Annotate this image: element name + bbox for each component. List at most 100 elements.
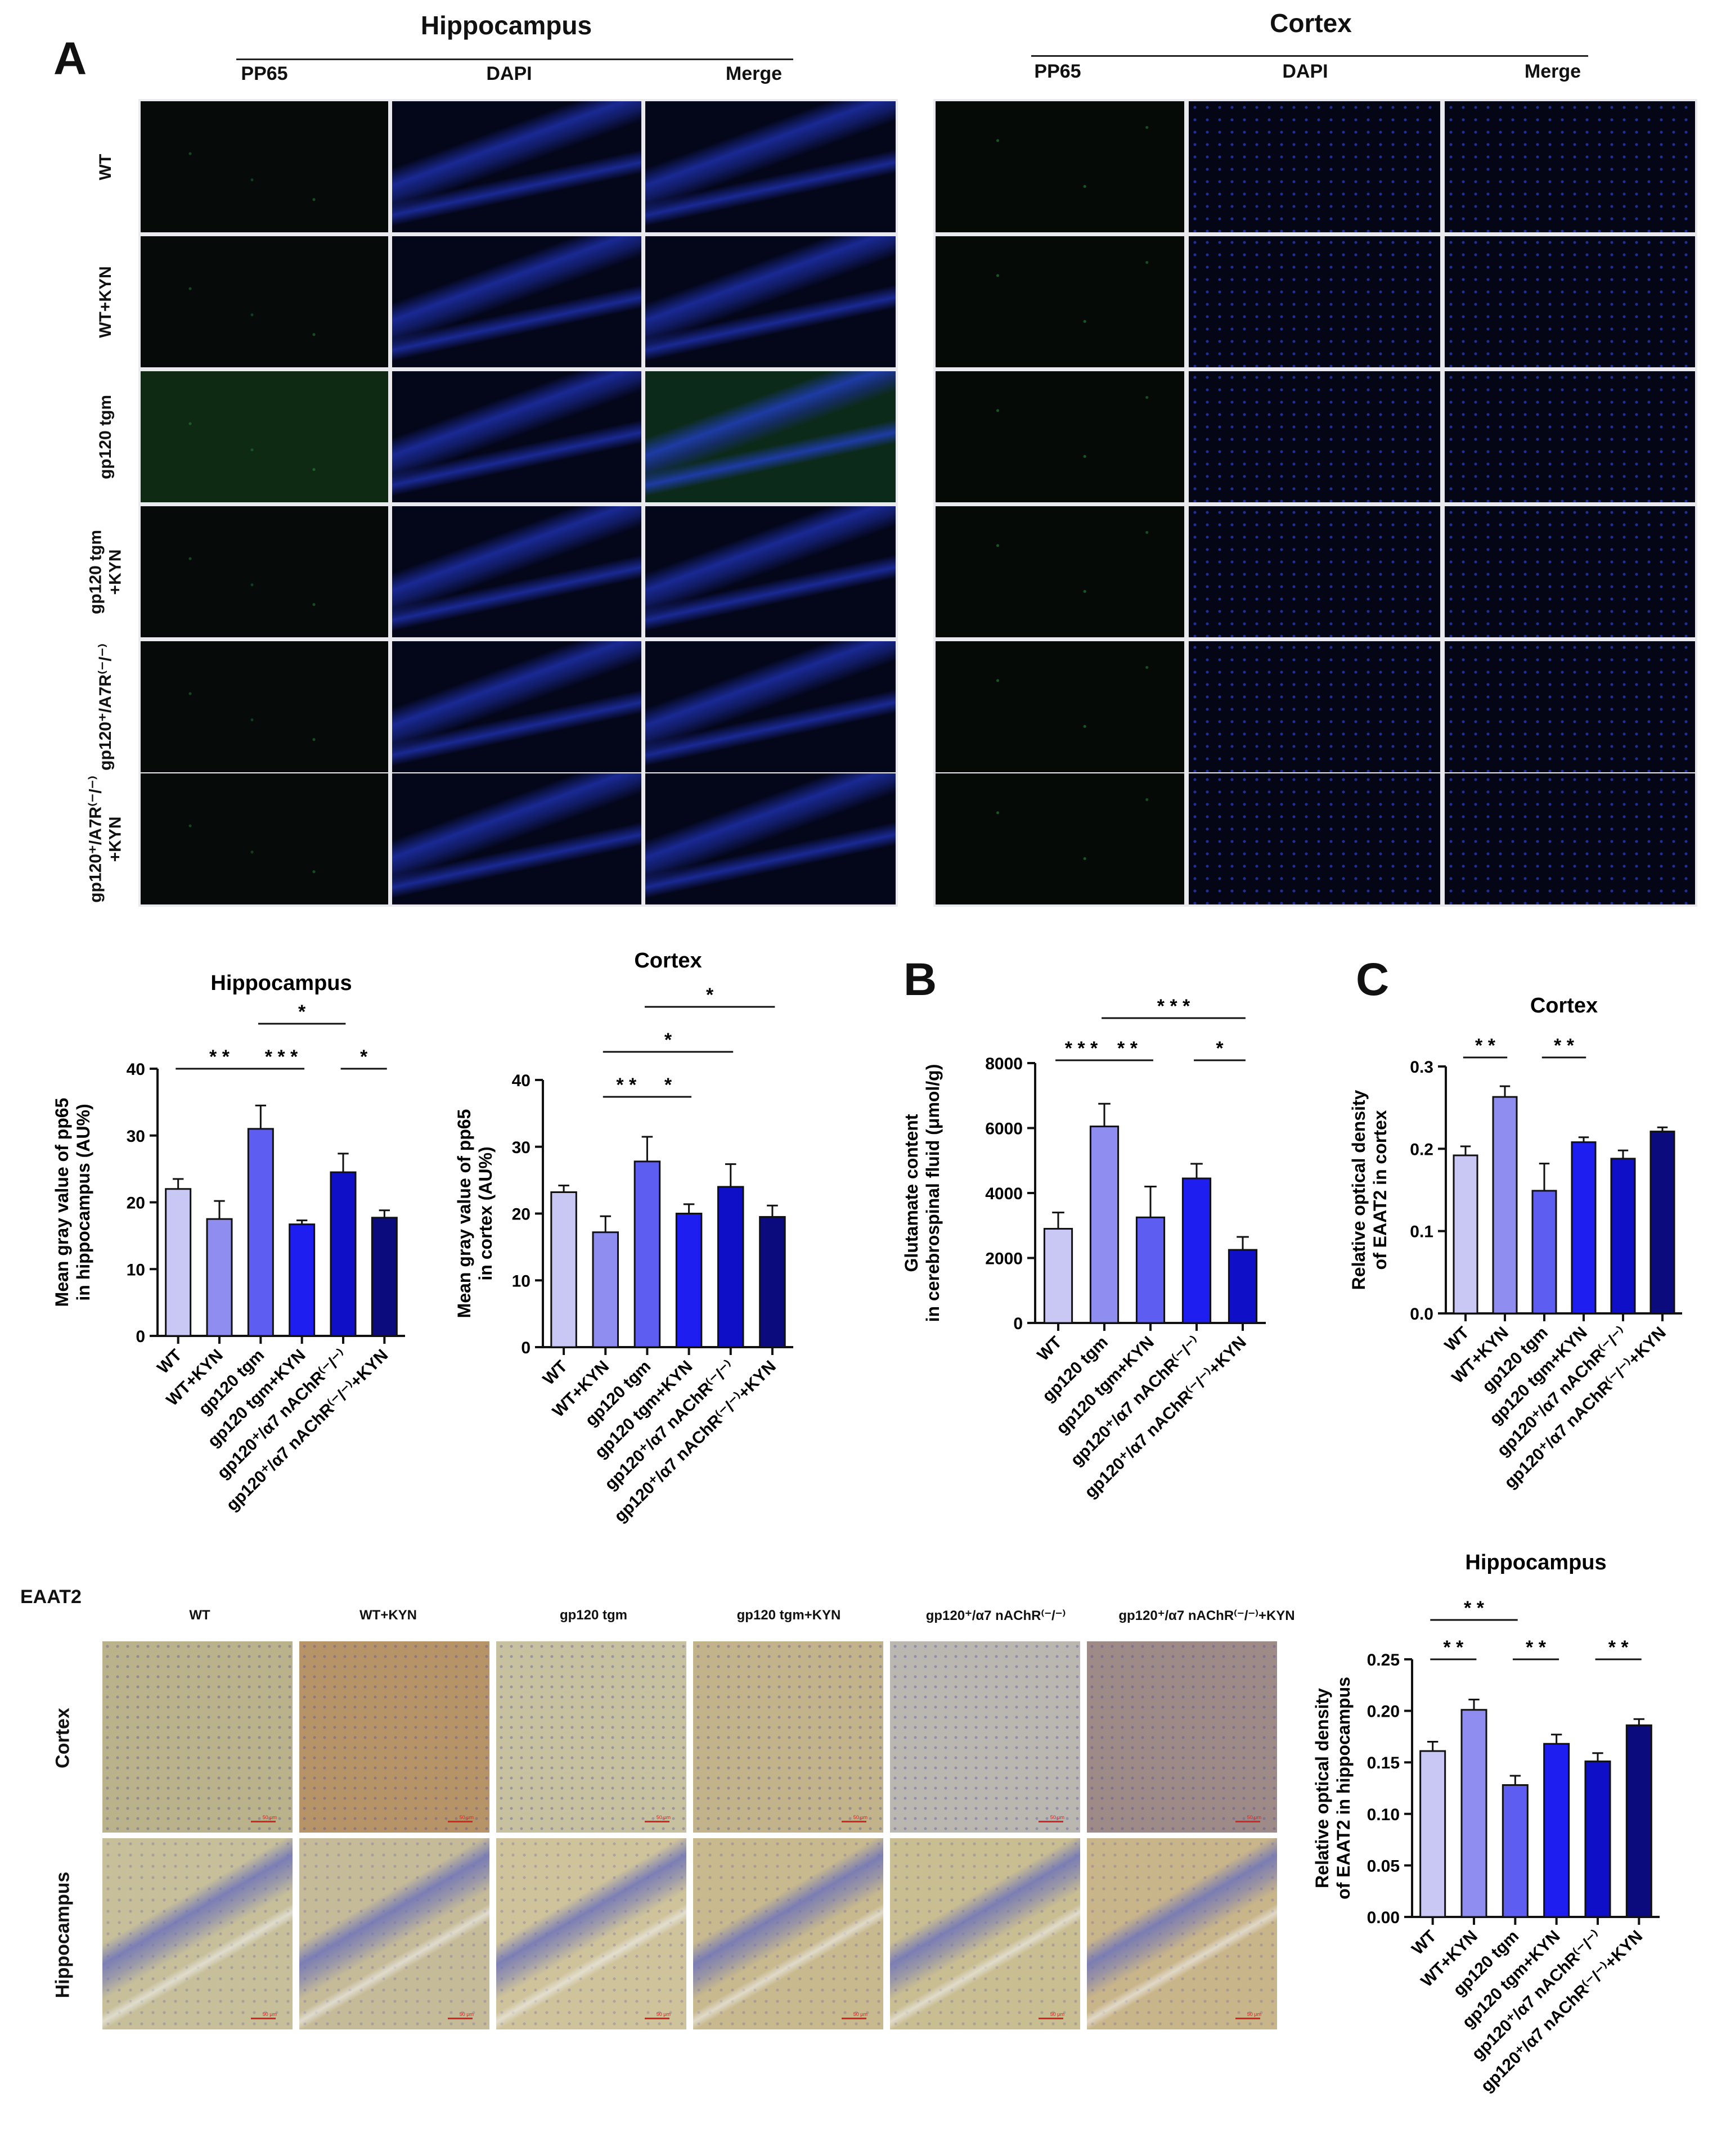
pp65-cortex-ylabel: Mean gray value of pp65 in cortex (AU%)	[454, 1109, 496, 1318]
pp65-cortex-bar-4	[675, 1213, 703, 1348]
scale-bar	[448, 1821, 473, 1822]
ihc-eaat2-label: EAAT2	[20, 1586, 82, 1608]
glutamate-csf-bar-1	[1043, 1228, 1073, 1324]
ihc-tile-cortex-1: 50 μm	[102, 1641, 293, 1833]
pp65-hippocampus-ytick-label: 0	[136, 1327, 145, 1346]
pp65-cortex-sig-label-4: *	[706, 984, 714, 1006]
eaat2-cortex-ytick-label: 0.3	[1410, 1058, 1433, 1077]
hippocampus-if-tile-r3-merge	[645, 371, 896, 502]
pp65-cortex-sig-label-3: *	[664, 1029, 672, 1051]
eaat2-hippocampus-bar-2	[1460, 1709, 1487, 1918]
pp65-hippocampus-title: Hippocampus	[210, 971, 352, 995]
ihc-tile-hippocampus-4: 50 μm	[693, 1838, 883, 2029]
eaat2-cortex-xtick-label-1: WT	[1441, 1324, 1473, 1355]
scale-bar	[842, 2018, 866, 2019]
glutamate-csf-ylabel-line: Glutamate content	[901, 1114, 922, 1272]
eaat2-hippocampus-sig-label-4: * *	[1464, 1597, 1485, 1619]
if-row-label-2: WT+KYN	[96, 265, 115, 338]
cortex-if-tile-r4-dapi	[1189, 506, 1440, 637]
eaat2-cortex-bar-5	[1610, 1158, 1636, 1315]
cortex-col-head-pp65: PP65	[1034, 61, 1081, 82]
glutamate-csf-ylabel: Glutamate content in cerebrospinal fluid …	[901, 1064, 943, 1322]
pp65-cortex-chart: Cortex Mean gray value of pp65 in cortex (…	[454, 949, 793, 1526]
eaat2-cortex-ytick-label: 0.2	[1410, 1140, 1433, 1159]
eaat2-hippocampus-ytick-label: 0.00	[1367, 1909, 1400, 1927]
eaat2-hippocampus-xtick-label-1: WT	[1408, 1927, 1440, 1959]
eaat2-hippocampus-bar-6	[1625, 1724, 1652, 1918]
pp65-cortex-ylabel-line: Mean gray value of pp65	[454, 1109, 474, 1318]
pp65-hippocampus-ylabel-line: Mean gray value of pp65	[52, 1098, 72, 1307]
pp65-cortex-ylabel-line: in cortex (AU%)	[475, 1146, 496, 1280]
cortex-section-title: Cortex	[1270, 8, 1352, 38]
hippocampus-col-head-pp65: PP65	[241, 63, 288, 84]
pp65-cortex-bar-6	[759, 1216, 786, 1348]
hippocampus-if-tile-r1-pp65	[141, 101, 388, 232]
hippocampus-if-tile-r5-dapi	[392, 641, 641, 772]
cortex-if-tile-r2-pp65	[936, 236, 1184, 367]
pp65-hippocampus-xtick-label-1: WT	[154, 1346, 185, 1378]
pp65-hippocampus-ytick-label: 30	[127, 1127, 145, 1146]
ihc-row-label-cortex: Cortex	[52, 1708, 74, 1768]
eaat2-hippocampus-ylabel: Relative optical density of EAAT2 in hipp…	[1312, 1677, 1354, 1900]
pp65-cortex-ytick-label: 30	[512, 1138, 531, 1157]
glutamate-csf-chart: Glutamate content in cerebrospinal fluid …	[901, 996, 1266, 1502]
scale-bar	[251, 2018, 276, 2019]
glutamate-csf-sig-label-1: * * *	[1065, 1038, 1098, 1059]
pp65-cortex-ytick-label: 10	[512, 1272, 531, 1290]
glutamate-csf-ytick-label: 2000	[985, 1250, 1023, 1268]
ihc-tile-cortex-6: 50 μm	[1087, 1641, 1277, 1833]
pp65-cortex-ytick-label: 0	[521, 1339, 531, 1357]
hippocampus-col-head-dapi: DAPI	[486, 63, 532, 84]
scale-bar-label: 50 μm	[1247, 1815, 1261, 1820]
panel-letter-c: C	[1356, 954, 1390, 1005]
cortex-if-tile-r5-dapi	[1189, 641, 1440, 772]
glutamate-csf-sig-label-2: * *	[1117, 1038, 1138, 1059]
scale-bar-label: 50 μm	[459, 2011, 474, 2017]
scale-bar	[251, 1821, 276, 1822]
cortex-if-tile-r6-dapi	[1189, 773, 1440, 904]
cortex-if-tile-r3-dapi	[1189, 371, 1440, 502]
pp65-cortex-sig-label-1: * *	[616, 1074, 637, 1096]
cortex-if-tile-r4-merge	[1445, 506, 1695, 637]
pp65-cortex-title: Cortex	[634, 949, 702, 973]
pp65-hippocampus-ytick-label: 40	[127, 1060, 145, 1079]
pp65-hippocampus-bar-2	[206, 1218, 233, 1337]
pp65-cortex-bar-1	[550, 1191, 577, 1348]
cortex-header-rule	[1031, 55, 1588, 57]
pp65-hippocampus-sig-label-2: * * *	[265, 1046, 298, 1068]
cortex-if-tile-r5-merge	[1445, 641, 1695, 772]
pp65-cortex-bar-5	[717, 1186, 744, 1348]
hippocampus-if-tile-r5-merge	[645, 641, 896, 772]
eaat2-hippocampus-ylabel-line: Relative optical density	[1312, 1688, 1332, 1888]
ihc-tile-cortex-4: 50 μm	[693, 1641, 883, 1833]
scale-bar-label: 50 μm	[656, 1815, 671, 1820]
eaat2-cortex-title: Cortex	[1530, 994, 1598, 1018]
pp65-cortex-bar-2	[592, 1231, 619, 1348]
hippocampus-if-tile-r4-pp65	[141, 506, 388, 637]
scale-bar	[645, 1821, 669, 1822]
ihc-col-head-4: gp120 tgm+KYN	[736, 1608, 841, 1623]
eaat2-hippocampus-ytick-label: 0.20	[1367, 1703, 1400, 1721]
glutamate-csf-ylabel-line: in cerebrospinal fluid (μmol/g)	[923, 1064, 943, 1322]
eaat2-hippocampus-bar-3	[1502, 1784, 1529, 1918]
hippocampus-if-tile-r4-merge	[645, 506, 896, 637]
if-row-label-1: WT	[96, 154, 115, 180]
scale-bar	[1039, 1821, 1063, 1822]
eaat2-cortex-ytick-label: 0.0	[1410, 1305, 1433, 1324]
cortex-if-tile-r6-merge	[1445, 773, 1695, 904]
pp65-hippocampus-sig-label-3: *	[298, 1001, 306, 1023]
pp65-hippocampus-bar-5	[330, 1171, 357, 1337]
eaat2-hippocampus-bar-5	[1584, 1760, 1611, 1918]
eaat2-cortex-bar-6	[1649, 1131, 1675, 1315]
hippocampus-if-tile-r3-dapi	[392, 371, 641, 502]
cortex-if-tile-r2-merge	[1445, 236, 1695, 367]
pp65-hippocampus-bar-3	[247, 1128, 274, 1337]
eaat2-cortex-ylabel: Relative optical density of EAAT2 in cort…	[1349, 1090, 1390, 1290]
scale-bar	[1235, 1821, 1260, 1822]
eaat2-hippocampus-sig-label-3: * *	[1608, 1637, 1629, 1658]
hippocampus-if-tile-r2-pp65	[141, 236, 388, 367]
ihc-col-head-6: gp120⁺/α7 nAChR⁽⁻/⁻⁾+KYN	[1118, 1608, 1295, 1623]
panel-letter-b: B	[904, 954, 937, 1005]
glutamate-csf-bar-5	[1228, 1249, 1258, 1324]
pp65-hippocampus-ylabel: Mean gray value of pp65 in hippocampus (A…	[52, 1098, 93, 1307]
